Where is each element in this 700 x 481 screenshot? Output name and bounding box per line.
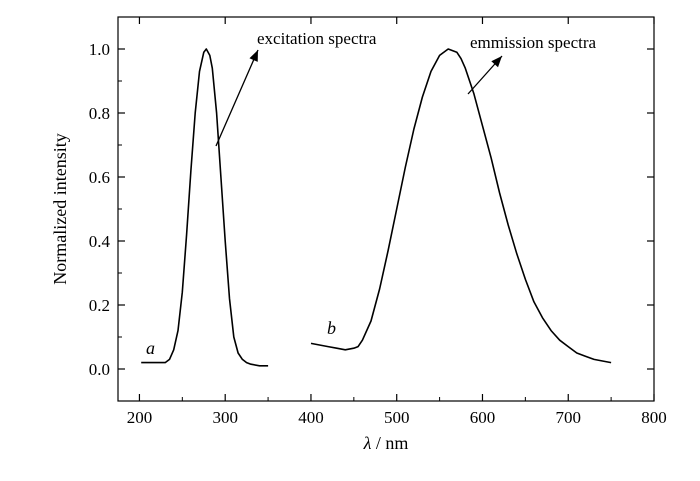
y-tick-label: 0.2 [89,296,110,315]
y-tick-label: 0.4 [89,232,111,251]
x-tick-label: 500 [384,408,410,427]
x-tick-label: 300 [212,408,238,427]
x-tick-label: 400 [298,408,324,427]
x-axis-label: λ / nm [363,433,409,453]
ticks-layer: 200 300 400 500 600 700 800 0.0 0.2 0.4 0.6 0.8 1.0 [89,16,667,427]
series-layer [141,48,612,367]
excitation-spectra-annotation: excitation spectra [257,29,377,48]
x-tick-label: 200 [127,408,153,427]
x-axis-symbol: λ [363,433,372,453]
x-axis-unit: / nm [376,433,409,453]
y-tick-label: 0.8 [89,104,110,123]
series-line-b [310,48,612,364]
x-tick-label: 600 [470,408,496,427]
curve-label-a: a [146,338,155,358]
y-tick-label: 0.6 [89,168,110,187]
y-axis-label: Normalized intensity [50,133,70,284]
plot-frame [117,16,655,402]
series-line-a [141,48,269,367]
curve-label-b: b [327,318,336,338]
excitation-arrowhead [249,50,258,62]
x-tick-label: 700 [555,408,581,427]
x-tick-label: 800 [641,408,667,427]
y-tick-label: 1.0 [89,40,110,59]
emission-spectra-annotation: emmission spectra [470,33,597,52]
emission-arrowhead [491,56,502,68]
excitation-arrow [215,49,259,147]
y-tick-label: 0.0 [89,360,110,379]
